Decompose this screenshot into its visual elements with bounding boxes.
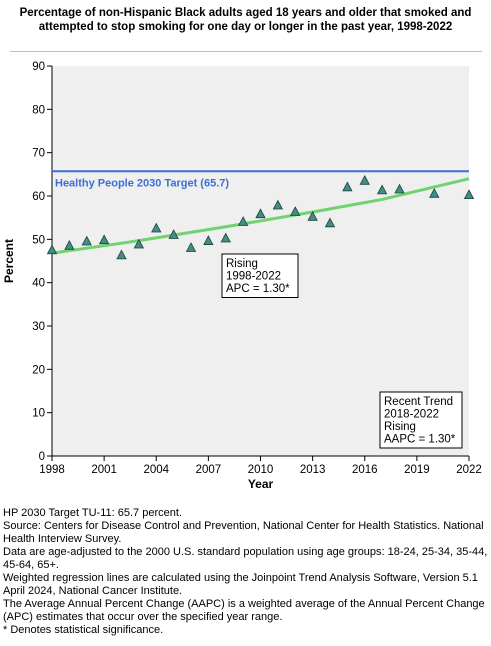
x-tick-label: 2013 bbox=[300, 464, 326, 476]
annotation-apc bbox=[221, 253, 299, 298]
data-point bbox=[168, 229, 179, 239]
note-source: Source: Centers for Disease Control and … bbox=[3, 520, 484, 545]
data-point bbox=[203, 235, 214, 245]
data-point bbox=[133, 238, 145, 249]
annotation-aapc bbox=[379, 391, 463, 449]
data-point bbox=[342, 181, 353, 192]
y-tick-label: 70 bbox=[32, 148, 45, 160]
y-axis-title: Percent bbox=[2, 239, 16, 283]
note-target: HP 2030 Target TU-11: 65.7 percent. bbox=[3, 507, 182, 519]
annotation-aapc-line: Rising bbox=[384, 421, 416, 433]
chart-svg: 0 10 20 30 40 50 60 70 80 90 1998 2001 2004 2007 2010 2… bbox=[2, 61, 482, 491]
annotation-aapc-line: AAPC = 1.30* bbox=[384, 434, 456, 446]
footnotes: HP 2030 Target TU-11: 65.7 percent. Sour… bbox=[3, 507, 489, 637]
data-point bbox=[220, 232, 231, 243]
data-point bbox=[46, 244, 58, 255]
data-point bbox=[376, 184, 388, 195]
annotation-apc-line: APC = 1.30* bbox=[226, 283, 290, 295]
data-point bbox=[237, 216, 249, 226]
data-point bbox=[272, 199, 284, 210]
data-point bbox=[81, 235, 92, 246]
trend-line bbox=[51, 177, 470, 255]
x-tick-label: 2007 bbox=[196, 464, 222, 476]
annotation-apc-line: Rising bbox=[226, 258, 258, 270]
y-tick-label: 0 bbox=[39, 451, 45, 463]
data-point bbox=[255, 208, 266, 219]
data-point bbox=[98, 234, 110, 245]
data-point bbox=[185, 242, 197, 252]
data-point bbox=[307, 210, 318, 221]
annotation-apc-line: 1998-2022 bbox=[226, 271, 281, 283]
annotation-aapc-line: 2018-2022 bbox=[384, 409, 439, 421]
data-point bbox=[429, 187, 440, 198]
y-tick-label: 80 bbox=[32, 104, 45, 116]
y-tick-label: 50 bbox=[32, 234, 45, 246]
data-point bbox=[324, 217, 336, 228]
y-tick-label: 90 bbox=[32, 61, 45, 73]
x-tick-label: 2016 bbox=[352, 464, 378, 476]
target-line-label: Healthy People 2030 Target (65.7) bbox=[55, 177, 229, 189]
x-tick-label: 2001 bbox=[91, 464, 117, 476]
note-regression: Weighted regression lines are calculated… bbox=[3, 572, 478, 597]
x-tick-label: 2010 bbox=[248, 464, 274, 476]
chart-title: Percentage of non-Hispanic Black adults … bbox=[19, 7, 472, 33]
data-point bbox=[116, 249, 127, 260]
y-tick-label: 30 bbox=[32, 321, 45, 333]
y-tick-label: 60 bbox=[32, 191, 45, 203]
data-point bbox=[394, 183, 405, 194]
annotation-aapc-line: Recent Trend bbox=[384, 396, 453, 408]
x-tick-label: 2004 bbox=[143, 464, 169, 476]
data-point bbox=[359, 174, 370, 185]
y-tick-label: 10 bbox=[32, 408, 45, 420]
data-point bbox=[463, 189, 475, 200]
data-point bbox=[151, 222, 162, 233]
title-divider bbox=[10, 51, 482, 52]
note-aapc: The Average Annual Percent Change (AAPC)… bbox=[3, 598, 485, 623]
x-tick-label: 1998 bbox=[39, 464, 65, 476]
data-point bbox=[64, 239, 75, 250]
note-significance: * Denotes statistical significance. bbox=[3, 624, 164, 636]
data-point bbox=[290, 206, 301, 216]
note-age-adjusted: Data are age-adjusted to the 2000 U.S. s… bbox=[3, 546, 488, 571]
x-tick-label: 2022 bbox=[456, 464, 482, 476]
x-tick-label: 2019 bbox=[404, 464, 430, 476]
y-tick-label: 20 bbox=[32, 364, 45, 376]
y-tick-label: 40 bbox=[32, 278, 45, 290]
x-axis-title: Year bbox=[248, 477, 274, 491]
